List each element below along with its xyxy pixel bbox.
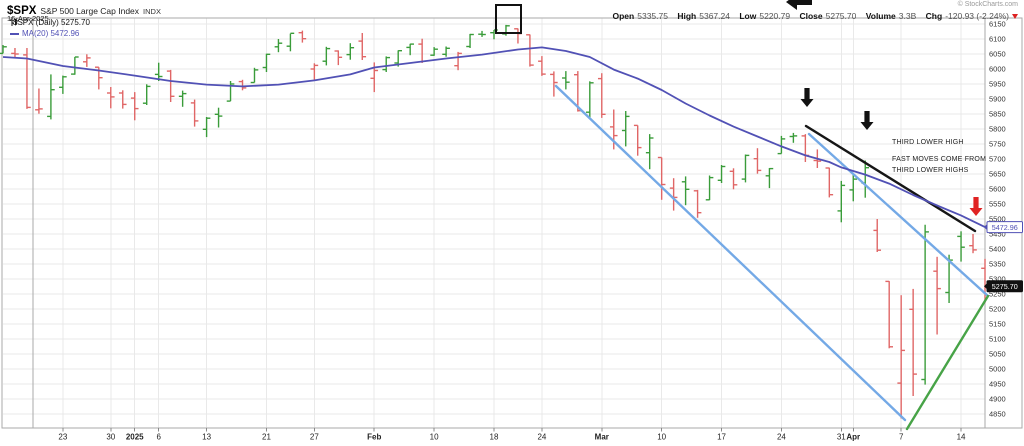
svg-text:Feb: Feb — [367, 433, 381, 442]
svg-text:5500: 5500 — [989, 215, 1006, 224]
high-value: 5367.24 — [699, 10, 730, 21]
svg-text:5250: 5250 — [989, 290, 1006, 299]
svg-text:6150: 6150 — [989, 20, 1006, 29]
ohlc-quote-line: Open 5335.75 High 5367.24 Low 5220.79 Close… — [606, 10, 1018, 21]
volume-value: 3.3B — [898, 10, 917, 21]
change-value: -120.93 (-2.24%) — [945, 10, 1009, 21]
svg-text:5472.96: 5472.96 — [992, 223, 1018, 232]
annotation-text-1: FAST MOVES COME FROM — [892, 156, 986, 163]
svg-text:5800: 5800 — [989, 125, 1006, 134]
change-label: Chg — [925, 10, 943, 21]
low-label: Low — [739, 10, 757, 21]
svg-text:5550: 5550 — [989, 200, 1006, 209]
ma-line-swatch — [10, 32, 19, 35]
svg-text:27: 27 — [310, 433, 319, 442]
svg-text:6100: 6100 — [989, 35, 1006, 44]
svg-text:30: 30 — [106, 433, 115, 442]
open-value: 5335.75 — [637, 10, 668, 21]
chart-legend: $SPX (Daily) 5275.70 MA(20) 5472.96 — [10, 17, 90, 39]
ma-legend-row: MA(20) 5472.96 — [10, 28, 90, 39]
high-label: High — [677, 10, 697, 21]
svg-text:5750: 5750 — [989, 140, 1006, 149]
svg-text:5400: 5400 — [989, 245, 1006, 254]
svg-text:5450: 5450 — [989, 230, 1006, 239]
svg-text:5650: 5650 — [989, 170, 1006, 179]
svg-text:23: 23 — [58, 433, 67, 442]
svg-text:5300: 5300 — [989, 275, 1006, 284]
svg-text:7: 7 — [899, 433, 904, 442]
svg-text:5850: 5850 — [989, 110, 1006, 119]
svg-text:5050: 5050 — [989, 350, 1006, 359]
chart-date: 16-Apr-2025 — [7, 14, 49, 23]
gridlines — [3, 18, 985, 428]
svg-text:31: 31 — [837, 433, 846, 442]
svg-text:Apr: Apr — [846, 433, 860, 442]
svg-text:5950: 5950 — [989, 80, 1006, 89]
close-value: 5275.70 — [825, 10, 857, 21]
svg-text:5275.70: 5275.70 — [992, 282, 1018, 291]
svg-text:5150: 5150 — [989, 320, 1006, 329]
trendline-short-blue-downtrend — [807, 132, 990, 298]
exchange-tag: INDX — [143, 7, 161, 16]
trendline-green-uptrend — [905, 294, 990, 431]
svg-text:24: 24 — [777, 433, 786, 442]
svg-text:21: 21 — [262, 433, 271, 442]
series-legend-row: $SPX (Daily) 5275.70 — [10, 17, 90, 28]
svg-text:10: 10 — [430, 433, 439, 442]
series-legend-label: $SPX (Daily) 5275.70 — [13, 18, 90, 27]
price-label-last: 5275.70 — [984, 280, 1023, 293]
svg-text:6: 6 — [156, 433, 161, 442]
black-down-arrow-1 — [800, 88, 814, 107]
trendline-third-lower-high-line — [804, 124, 977, 233]
svg-text:14: 14 — [957, 433, 966, 442]
trendline-long-blue-downtrend — [554, 84, 907, 422]
top-highlight-box — [495, 4, 522, 34]
svg-text:5700: 5700 — [989, 155, 1006, 164]
chart-header: $SPX S&P 500 Large Cap Index INDX — [7, 1, 161, 19]
y-axis-labels: 4850 4900 4950 5000 5050 5100 5150 5200 5250 5300… — [989, 20, 1006, 419]
ma-legend-label: MA(20) 5472.96 — [22, 29, 80, 38]
svg-text:5100: 5100 — [989, 335, 1006, 344]
red-down-arrow — [969, 197, 983, 216]
change-down-triangle-icon — [1012, 13, 1018, 19]
svg-text:5350: 5350 — [989, 260, 1006, 269]
svg-text:Mar: Mar — [595, 433, 609, 442]
svg-text:17: 17 — [717, 433, 726, 442]
svg-text:13: 13 — [202, 433, 211, 442]
open-label: Open — [612, 10, 635, 21]
svg-text:4900: 4900 — [989, 395, 1006, 404]
price-label-ma: 5472.96 — [984, 221, 1023, 234]
svg-text:5900: 5900 — [989, 95, 1006, 104]
svg-text:5600: 5600 — [989, 185, 1006, 194]
top-left-arrow — [786, 0, 812, 10]
copyright: © StockCharts.com — [957, 1, 1018, 8]
svg-text:5000: 5000 — [989, 365, 1006, 374]
annotation-text-2: THIRD LOWER HIGHS — [892, 167, 969, 174]
svg-text:10: 10 — [657, 433, 666, 442]
svg-text:4950: 4950 — [989, 380, 1006, 389]
svg-text:6000: 6000 — [989, 65, 1006, 74]
svg-text:2025: 2025 — [126, 433, 144, 442]
x-axis-labels: 23 30 2025 6 13 21 27 Feb 10 18 24 Mar 10 17 24 31 Apr 7 1… — [58, 428, 966, 442]
volume-label: Volume — [865, 10, 896, 21]
ohlc-bars — [0, 24, 989, 419]
index-name: S&P 500 Large Cap Index — [40, 6, 140, 16]
svg-text:4850: 4850 — [989, 410, 1006, 419]
svg-text:18: 18 — [490, 433, 499, 442]
ma20-line — [2, 46, 986, 228]
annotations: THIRD LOWER HIGH FAST MOVES COME FROM THIR… — [495, 0, 986, 216]
low-value: 5220.79 — [759, 10, 791, 21]
close-label: Close — [799, 10, 823, 21]
svg-text:6050: 6050 — [989, 50, 1006, 59]
annotation-text-0: THIRD LOWER HIGH — [892, 139, 964, 146]
black-down-arrow-2 — [860, 111, 874, 130]
svg-text:24: 24 — [537, 433, 546, 442]
symbol: $SPX — [7, 5, 37, 17]
svg-text:5200: 5200 — [989, 305, 1006, 314]
